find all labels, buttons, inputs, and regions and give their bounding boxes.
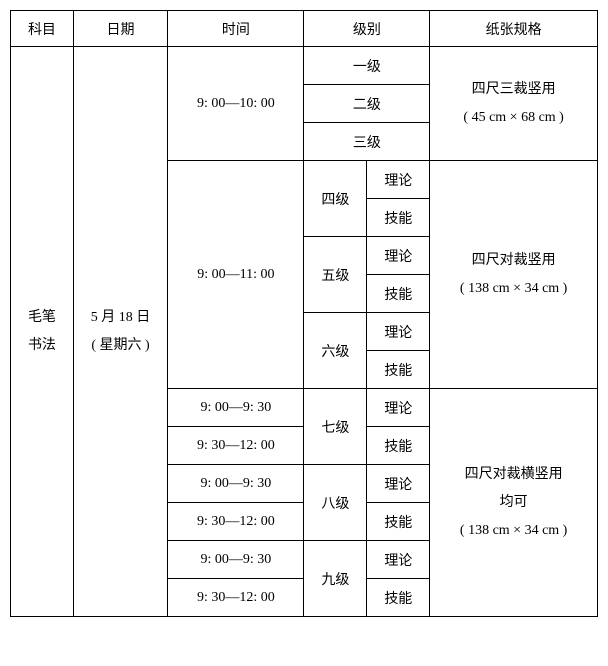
cell-paper-3: 四尺对裁横竖用均可( 138 cm × 34 cm )	[430, 389, 598, 617]
cell-level-7: 七级	[304, 389, 367, 465]
cell-level-8: 八级	[304, 465, 367, 541]
cell-date: 5 月 18 日( 星期六 )	[73, 47, 167, 617]
cell-level-6: 六级	[304, 313, 367, 389]
cell-level-9: 九级	[304, 541, 367, 617]
cell-part-skill: 技能	[367, 579, 430, 617]
cell-level-5: 五级	[304, 237, 367, 313]
cell-part-theory: 理论	[367, 389, 430, 427]
cell-time-block1: 9: 00—10: 00	[168, 47, 304, 161]
cell-part-theory: 理论	[367, 541, 430, 579]
cell-part-skill: 技能	[367, 275, 430, 313]
header-paper: 纸张规格	[430, 11, 598, 47]
cell-paper-1: 四尺三裁竖用( 45 cm × 68 cm )	[430, 47, 598, 161]
cell-time-7b: 9: 30—12: 00	[168, 427, 304, 465]
table-row: 毛笔书法 5 月 18 日( 星期六 ) 9: 00—10: 00 一级 四尺三…	[11, 47, 598, 85]
cell-time-9b: 9: 30—12: 00	[168, 579, 304, 617]
schedule-table: 科目 日期 时间 级别 纸张规格 毛笔书法 5 月 18 日( 星期六 ) 9:…	[10, 10, 598, 617]
cell-time-7a: 9: 00—9: 30	[168, 389, 304, 427]
cell-part-skill: 技能	[367, 503, 430, 541]
header-subject: 科目	[11, 11, 74, 47]
cell-part-theory: 理论	[367, 237, 430, 275]
cell-time-9a: 9: 00—9: 30	[168, 541, 304, 579]
header-level: 级别	[304, 11, 430, 47]
cell-time-8a: 9: 00—9: 30	[168, 465, 304, 503]
cell-part-theory: 理论	[367, 313, 430, 351]
cell-subject: 毛笔书法	[11, 47, 74, 617]
cell-level-3: 三级	[304, 123, 430, 161]
header-row: 科目 日期 时间 级别 纸张规格	[11, 11, 598, 47]
cell-part-skill: 技能	[367, 427, 430, 465]
cell-time-8b: 9: 30—12: 00	[168, 503, 304, 541]
cell-level-1: 一级	[304, 47, 430, 85]
cell-part-theory: 理论	[367, 465, 430, 503]
cell-time-block2: 9: 00—11: 00	[168, 161, 304, 389]
cell-part-theory: 理论	[367, 161, 430, 199]
cell-level-2: 二级	[304, 85, 430, 123]
cell-part-skill: 技能	[367, 351, 430, 389]
header-date: 日期	[73, 11, 167, 47]
header-time: 时间	[168, 11, 304, 47]
cell-part-skill: 技能	[367, 199, 430, 237]
cell-paper-2: 四尺对裁竖用( 138 cm × 34 cm )	[430, 161, 598, 389]
cell-level-4: 四级	[304, 161, 367, 237]
